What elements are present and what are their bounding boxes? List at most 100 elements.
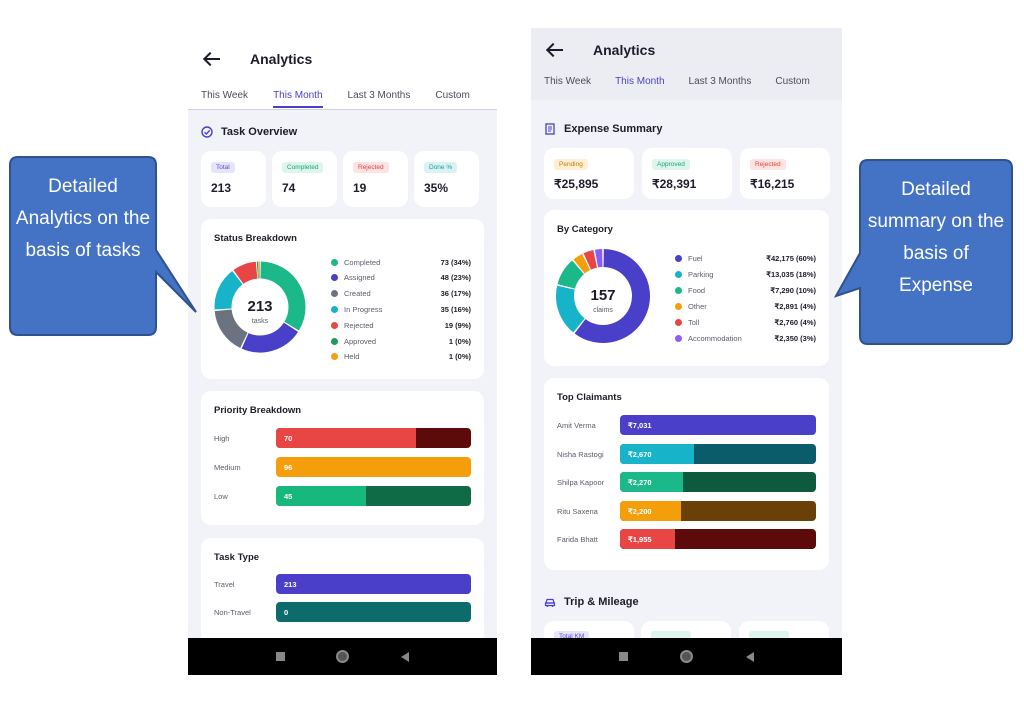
donut-center-value: 213	[247, 298, 273, 315]
legend-dot	[675, 286, 682, 294]
stat-card: Total 213	[201, 151, 266, 207]
by-category-card: By Category 157 claims Fuel ₹42,175 (60%)…	[544, 210, 829, 366]
bar-label: Farida Bhatt	[557, 535, 598, 544]
bar-fill	[276, 428, 417, 448]
legend-value: 19 (9%)	[444, 320, 471, 330]
left-callout-bubble	[9, 156, 197, 336]
legend-label: Created	[344, 289, 371, 299]
card-title: Task Type	[214, 552, 260, 563]
period-tabs: This Week This Month Last 3 Months Custo…	[188, 90, 497, 110]
tab-last-3-months[interactable]: Last 3 Months	[688, 75, 752, 87]
legend-label: Approved	[344, 336, 377, 346]
legend-value: 1 (0%)	[448, 352, 471, 362]
bar-fill	[620, 529, 675, 549]
back-nav-icon[interactable]	[745, 651, 754, 662]
legend-value: ₹42,175 (60%)	[766, 253, 816, 263]
stat-card: Rejected 19	[343, 151, 408, 207]
donut-segment	[233, 261, 258, 285]
page-title: Analytics	[250, 51, 313, 67]
back-arrow-icon[interactable]	[202, 51, 224, 67]
bar-track: ₹7,031	[620, 415, 816, 435]
bar-fill	[620, 472, 683, 492]
donut-segment	[214, 309, 249, 348]
back-nav-icon[interactable]	[401, 651, 410, 662]
legend-dot	[675, 270, 682, 278]
priority-breakdown-card: Priority Breakdown High 70 Medium 96 Low 45	[201, 391, 484, 525]
legend-dot	[675, 318, 682, 326]
tab-this-week[interactable]: This Week	[544, 75, 592, 87]
stat-value: 213	[211, 181, 232, 195]
donut-center-label: claims	[593, 307, 613, 314]
status-donut-chart	[214, 261, 306, 353]
bar-label: Shilpa Kapoor	[557, 478, 605, 487]
task-type-card: Task Type Travel 213 Non-Travel 0	[201, 538, 484, 658]
legend-value: ₹2,891 (4%)	[774, 301, 816, 311]
left-phone-screen: Analytics This Week This Month Last 3 Mo…	[188, 28, 497, 675]
donut-segment	[583, 250, 598, 270]
bar-value: 96	[284, 463, 293, 472]
tab-custom[interactable]: Custom	[435, 90, 470, 101]
check-circle-icon	[201, 126, 213, 138]
stat-badge: Pending	[554, 159, 588, 170]
card-title: Top Claimants	[557, 392, 622, 403]
legend-label: Accommodation	[688, 333, 742, 343]
legend-item: In Progress 35 (16%)	[331, 303, 471, 315]
tab-custom[interactable]: Custom	[775, 75, 810, 87]
bar-label: Nisha Rastogi	[557, 449, 604, 459]
bar-track: 96	[276, 457, 471, 477]
bar-label: Ritu Saxena	[557, 506, 598, 516]
stat-badge: Rejected	[353, 162, 389, 173]
bar-label: Low	[214, 492, 228, 501]
tab-this-week[interactable]: This Week	[201, 90, 249, 101]
system-nav-bar	[531, 638, 842, 675]
legend-item: Held 1 (0%)	[331, 351, 471, 363]
tab-this-month[interactable]: This Month	[615, 75, 665, 87]
stat-value: ₹16,215	[750, 177, 795, 191]
bar-label: Non-Travel	[214, 608, 251, 617]
legend-dot	[675, 302, 682, 310]
bar-fill	[620, 415, 816, 435]
category-donut-chart	[556, 249, 650, 343]
legend-value: ₹13,035 (18%)	[766, 269, 816, 279]
legend-item: Completed 73 (34%)	[331, 256, 471, 268]
stat-value: ₹28,391	[652, 177, 697, 191]
card-title: By Category	[557, 224, 613, 235]
home-icon[interactable]	[680, 650, 694, 663]
legend-label: Fuel	[688, 253, 703, 263]
trip-mileage-heading: Trip & Mileage	[544, 596, 639, 608]
stat-badge: Done %	[424, 162, 458, 173]
bar-track: 213	[276, 574, 471, 594]
tab-this-month[interactable]: This Month	[273, 90, 324, 109]
bar-label: Travel	[214, 580, 235, 589]
card-title: Status Breakdown	[214, 233, 297, 244]
right-callout-bubble	[834, 159, 1013, 345]
bar-label: Amit Verma	[557, 421, 596, 430]
bar-track: 45	[276, 486, 471, 506]
donut-segment	[556, 285, 586, 333]
bar-label: Medium	[214, 463, 241, 472]
legend-item: Fuel ₹42,175 (60%)	[675, 252, 816, 264]
bar-value: 0	[284, 608, 289, 617]
bar-track: ₹2,670	[620, 443, 816, 464]
legend-dot	[331, 321, 338, 329]
legend-label: Toll	[688, 317, 700, 327]
tab-last-3-months[interactable]: Last 3 Months	[347, 90, 411, 101]
legend-dot	[331, 353, 338, 361]
stat-badge: Total KM	[554, 631, 590, 642]
receipt-icon	[544, 123, 556, 135]
bar-value: 70	[284, 434, 293, 443]
stat-card: Approved ₹28,391	[642, 148, 732, 199]
bar-fill	[276, 486, 366, 506]
donut-segment	[260, 261, 306, 331]
bar-value: ₹7,031	[628, 421, 652, 430]
recents-icon[interactable]	[275, 652, 285, 661]
recents-icon[interactable]	[619, 652, 629, 661]
home-icon[interactable]	[336, 650, 350, 663]
legend-item: Other ₹2,891 (4%)	[675, 300, 816, 312]
app-bar: Analytics	[188, 28, 497, 90]
bar-label: High	[214, 434, 230, 443]
legend-item: Toll ₹2,760 (4%)	[675, 316, 816, 328]
stat-badge: Approved	[652, 159, 690, 170]
bar-value: 213	[284, 580, 297, 589]
back-arrow-icon[interactable]	[545, 42, 567, 58]
